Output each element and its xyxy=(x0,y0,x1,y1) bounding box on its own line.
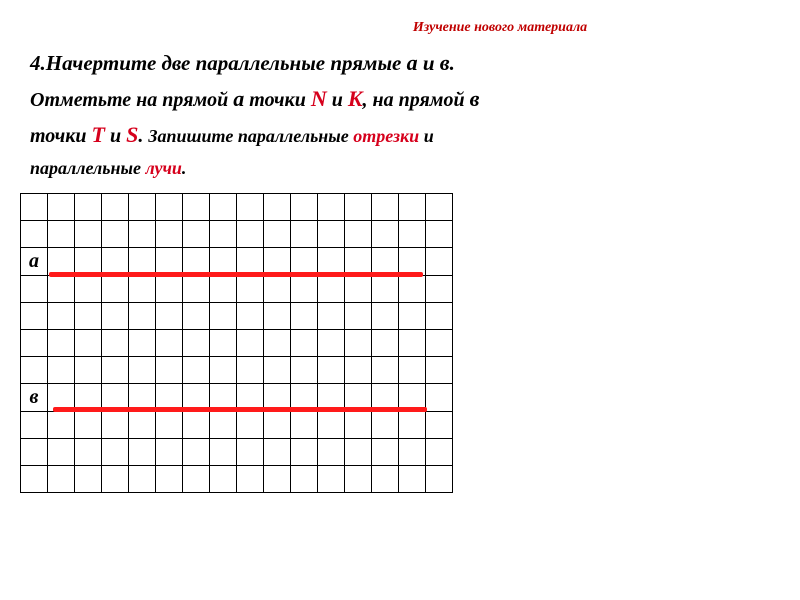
grid-figure: ав xyxy=(20,193,770,493)
line-a xyxy=(49,272,423,277)
label-b: в xyxy=(21,384,48,412)
label-a: а xyxy=(21,248,48,276)
task-number: 4. xyxy=(30,51,46,75)
task-line-1: 4.Начертите две параллельные прямые а и … xyxy=(30,50,770,76)
header-text: Изучение нового материала xyxy=(413,20,587,35)
task-line-2: Отметьте на прямой а точки N и K, на пря… xyxy=(30,86,770,112)
line-b xyxy=(53,407,427,412)
task-parts: Начертите две параллельные прямые а и в. xyxy=(46,57,455,74)
grid-table: ав xyxy=(20,193,453,493)
task-line-4: параллельные лучи. xyxy=(30,158,770,179)
task-line-3: точки T и S. Запишите параллельные отрез… xyxy=(30,122,770,148)
